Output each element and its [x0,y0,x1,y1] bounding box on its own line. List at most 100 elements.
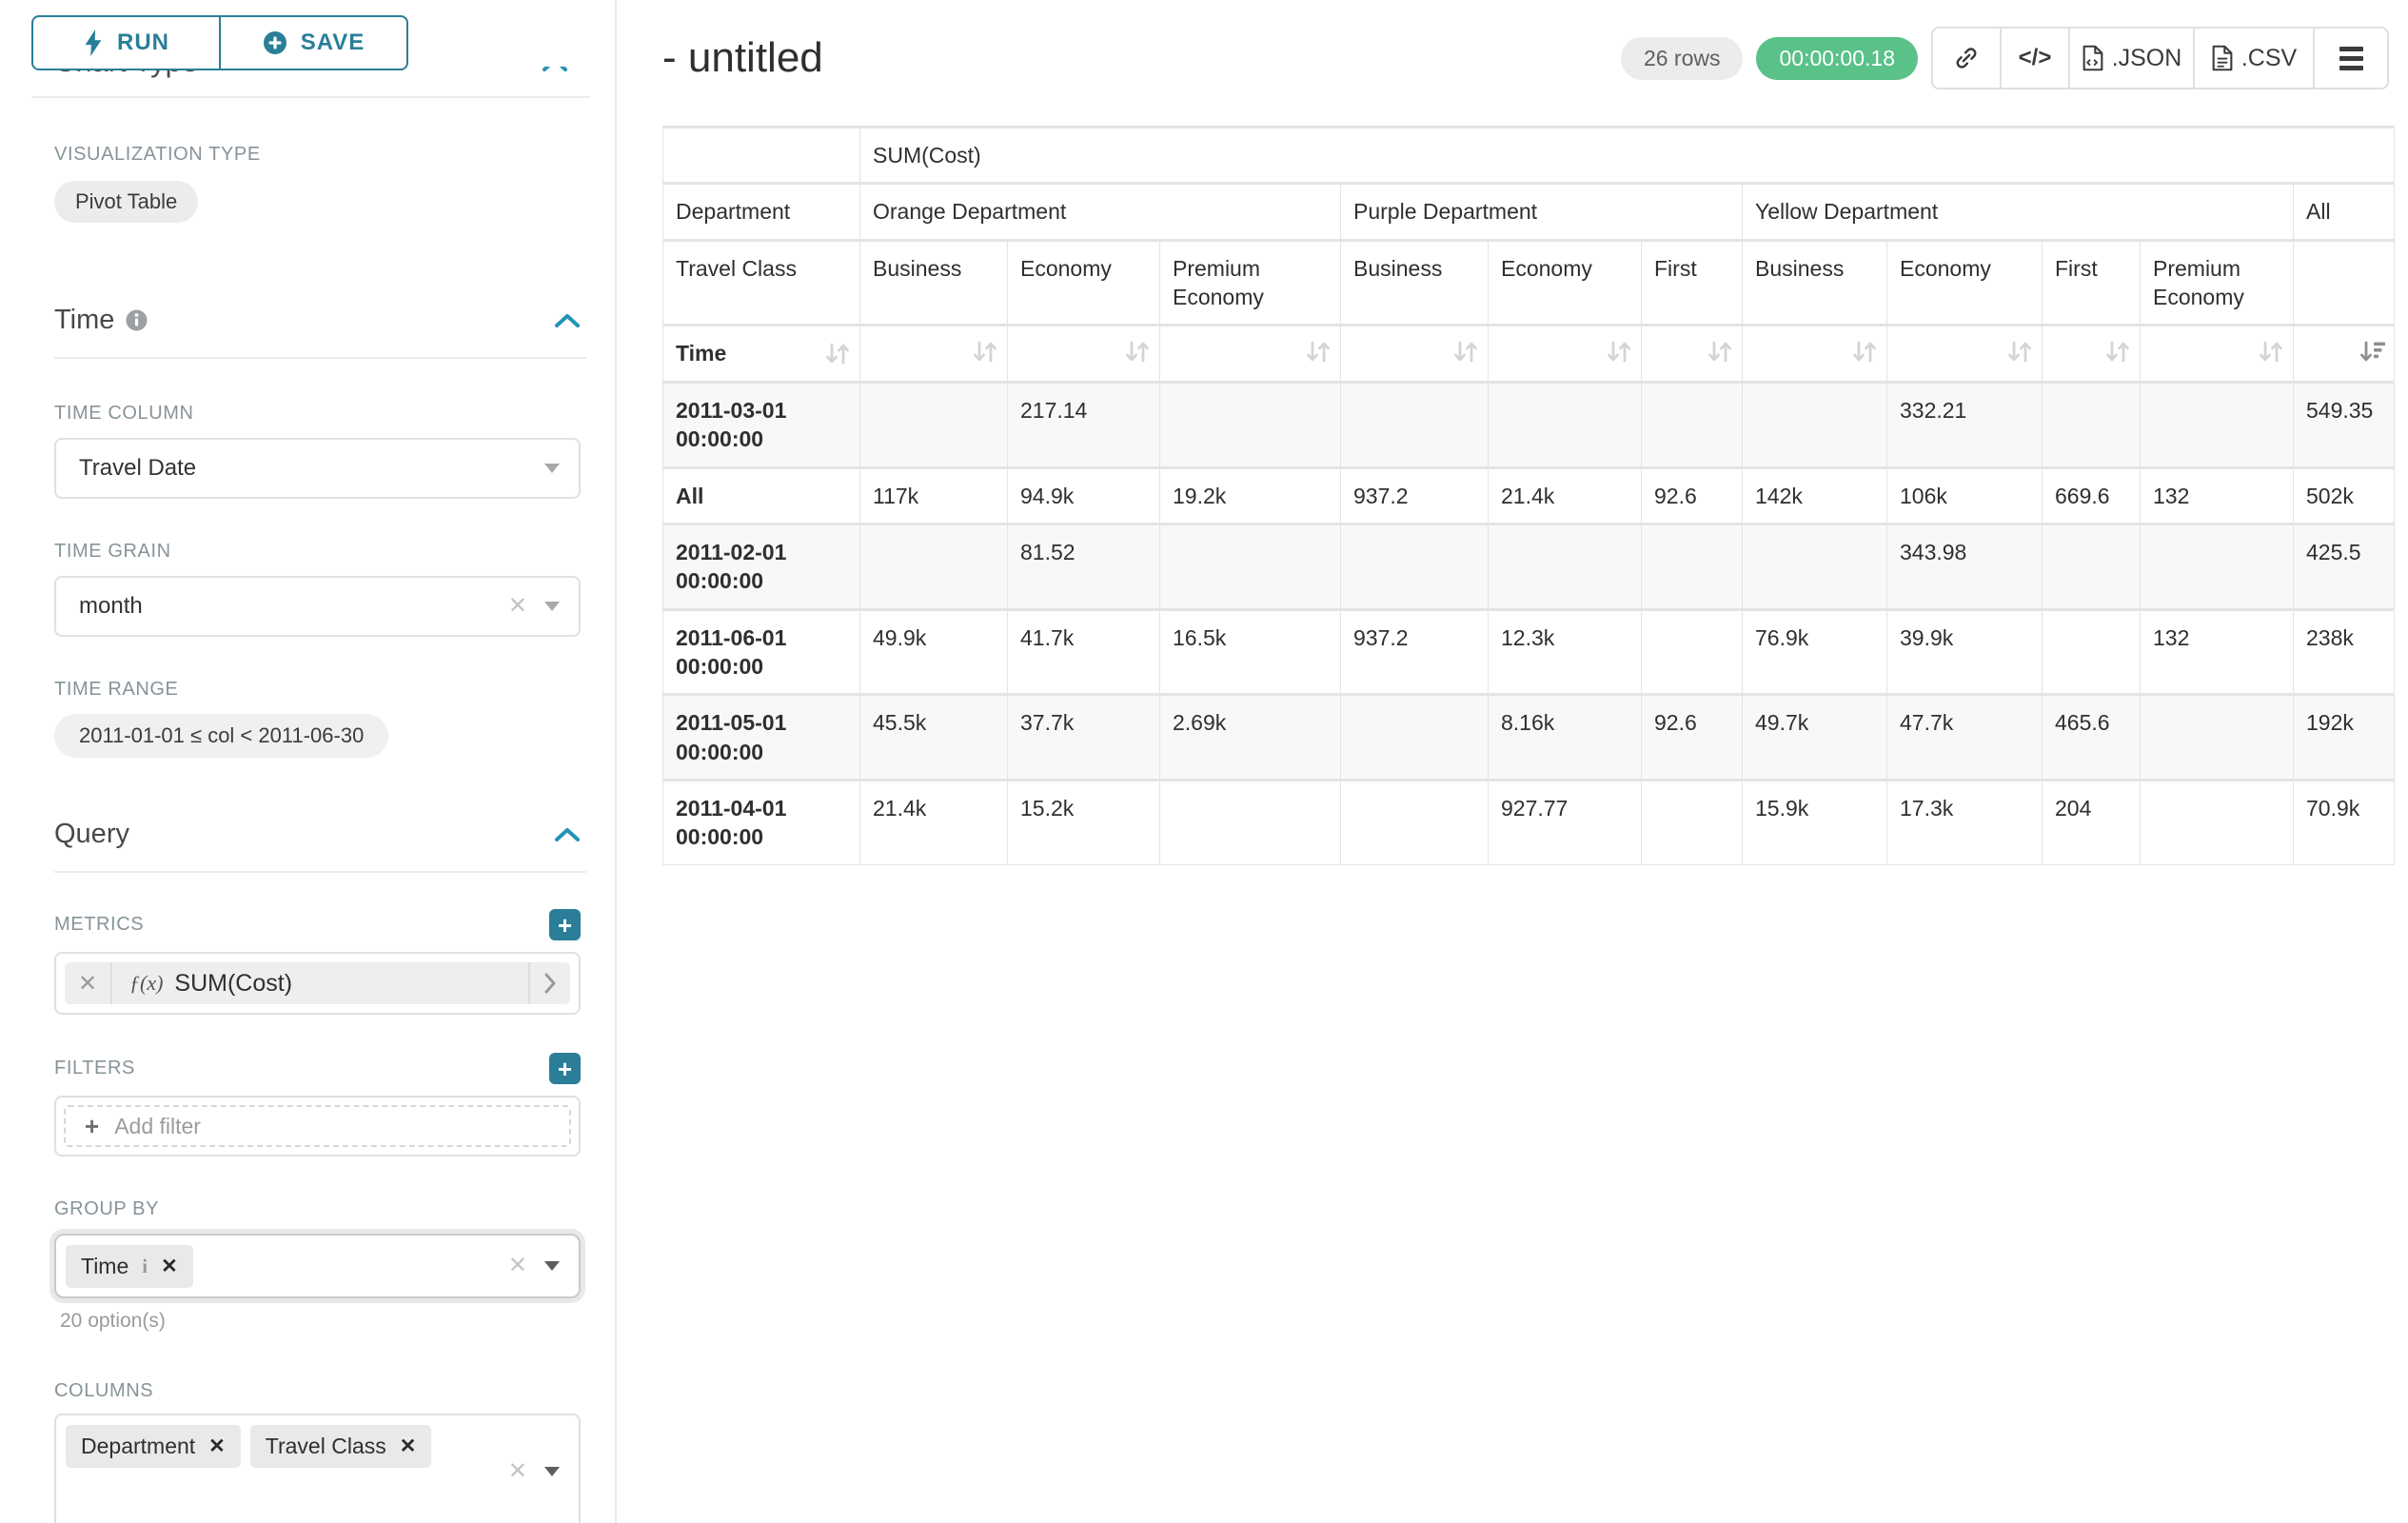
row-key-sort-header[interactable]: Time [663,326,860,382]
add-filter-dropzone[interactable]: + Add filter [64,1105,571,1147]
column-sort-header[interactable] [1743,326,1887,382]
column-sort-header[interactable] [1489,326,1642,382]
row-label: 2011-06-01 00:00:00 [663,609,860,695]
columns-select[interactable]: Department ✕ Travel Class ✕ ✕ [54,1414,581,1523]
time-column-label: TIME COLUMN [54,403,581,425]
export-json-button[interactable]: .JSON [2070,29,2195,88]
table-cell [1341,382,1489,467]
visualization-type-value[interactable]: Pivot Table [54,181,198,223]
tag-label: Time [81,1254,128,1279]
remove-metric-icon[interactable]: ✕ [65,962,112,1004]
time-section-title: Time [54,305,114,336]
link-icon [1953,45,1980,71]
time-range-value[interactable]: 2011-01-01 ≤ col < 2011-06-30 [54,714,388,758]
run-button[interactable]: RUN [31,15,221,70]
time-grain-select[interactable]: month ✕ [54,576,581,637]
clear-icon[interactable]: ✕ [508,595,527,618]
columns-tag-travel-class[interactable]: Travel Class ✕ [250,1425,432,1468]
sort-toggle-icon [2257,339,2285,365]
group-by-options-hint: 20 option(s) [60,1310,581,1333]
run-save-button-group: RUN SAVE [31,15,408,70]
chart-title[interactable]: - untitled [662,34,823,82]
table-cell: 39.9k [1887,609,2043,695]
table-cell: 21.4k [1489,467,1642,524]
table-cell [2043,609,2141,695]
time-column-value: Travel Date [79,455,196,482]
table-cell [1489,382,1642,467]
collapse-chevron-icon[interactable] [554,827,581,842]
table-cell: 47.7k [1887,695,2043,781]
row-label: 2011-04-01 00:00:00 [663,781,860,865]
column-sort-header[interactable] [1160,326,1341,382]
column-header: First [2043,240,2141,326]
column-sort-header[interactable] [1887,326,2043,382]
column-header: Economy [1887,240,2043,326]
remove-tag-icon[interactable]: ✕ [161,1255,178,1278]
time-section-header[interactable]: Time [54,305,581,336]
group-by-label: GROUP BY [54,1198,581,1220]
expand-metric-icon[interactable] [528,962,570,1004]
export-csv-label: .CSV [2241,45,2297,72]
table-row: 2011-02-01 00:00:0081.52343.98425.5 [663,524,2395,609]
table-row: 2011-04-01 00:00:0021.4k15.2k927.7715.9k… [663,781,2395,865]
column-sort-header[interactable] [1008,326,1160,382]
app-root: RUN SAVE Chart Type VISUALIZATION TYPE P… [0,0,2408,1523]
clear-icon[interactable]: ✕ [508,1255,527,1277]
column-header: Premium Economy [2141,240,2294,326]
table-cell: 217.14 [1008,382,1160,467]
query-section-title: Query [54,819,129,850]
time-range-label: TIME RANGE [54,679,581,701]
table-cell: 17.3k [1887,781,2043,865]
column-header: Economy [1489,240,1642,326]
sort-toggle-icon [2005,339,2034,365]
corner-travel-class-label: Travel Class [663,240,860,326]
view-query-button[interactable]: </> [2002,29,2070,88]
chevron-up-icon[interactable] [541,67,569,73]
table-cell [1341,524,1489,609]
column-header: Business [1743,240,1887,326]
lightning-icon [83,30,104,56]
export-csv-button[interactable]: .CSV [2195,29,2315,88]
column-sort-header[interactable] [2141,326,2294,382]
clear-icon[interactable]: ✕ [508,1460,527,1483]
columns-tag-department[interactable]: Department ✕ [66,1425,241,1468]
export-button-group: </> .JSON .CSV [1931,27,2389,89]
table-cell [860,382,1008,467]
table-cell: 117k [860,467,1008,524]
column-sort-header[interactable] [2294,326,2395,382]
collapse-chevron-icon[interactable] [554,313,581,328]
table-cell: 94.9k [1008,467,1160,524]
sort-toggle-icon [1123,339,1152,365]
add-filter-button[interactable]: + [549,1053,581,1084]
copy-link-button[interactable] [1933,29,2002,88]
column-sort-header[interactable] [1642,326,1743,382]
table-cell [1642,382,1743,467]
more-options-button[interactable] [2315,29,2387,88]
row-label: 2011-02-01 00:00:00 [663,524,860,609]
table-cell [2043,524,2141,609]
table-cell [1160,781,1341,865]
table-cell: 927.77 [1489,781,1642,865]
remove-tag-icon[interactable]: ✕ [400,1434,417,1458]
remove-tag-icon[interactable]: ✕ [208,1434,226,1458]
table-row: 2011-06-01 00:00:0049.9k41.7k16.5k937.21… [663,609,2395,695]
table-cell [2141,695,2294,781]
column-sort-header[interactable] [1341,326,1489,382]
sort-toggle-icon [823,341,852,366]
query-section-header[interactable]: Query [54,819,581,850]
time-column-select[interactable]: Travel Date [54,438,581,499]
column-sort-header[interactable] [2043,326,2141,382]
column-sort-header[interactable] [860,326,1008,382]
metric-chip[interactable]: ✕ ƒ(x) SUM(Cost) [65,962,570,1004]
table-cell [1743,524,1887,609]
table-cell [1341,781,1489,865]
group-by-select[interactable]: Time i ✕ ✕ [54,1234,581,1298]
table-cell: 16.5k [1160,609,1341,695]
save-button[interactable]: SAVE [219,15,408,70]
table-cell: 92.6 [1642,467,1743,524]
tag-label: Travel Class [266,1434,386,1459]
add-metric-button[interactable]: + [549,909,581,940]
table-cell: 132 [2141,467,2294,524]
column-header: Business [860,240,1008,326]
group-by-tag-time[interactable]: Time i ✕ [66,1245,193,1288]
